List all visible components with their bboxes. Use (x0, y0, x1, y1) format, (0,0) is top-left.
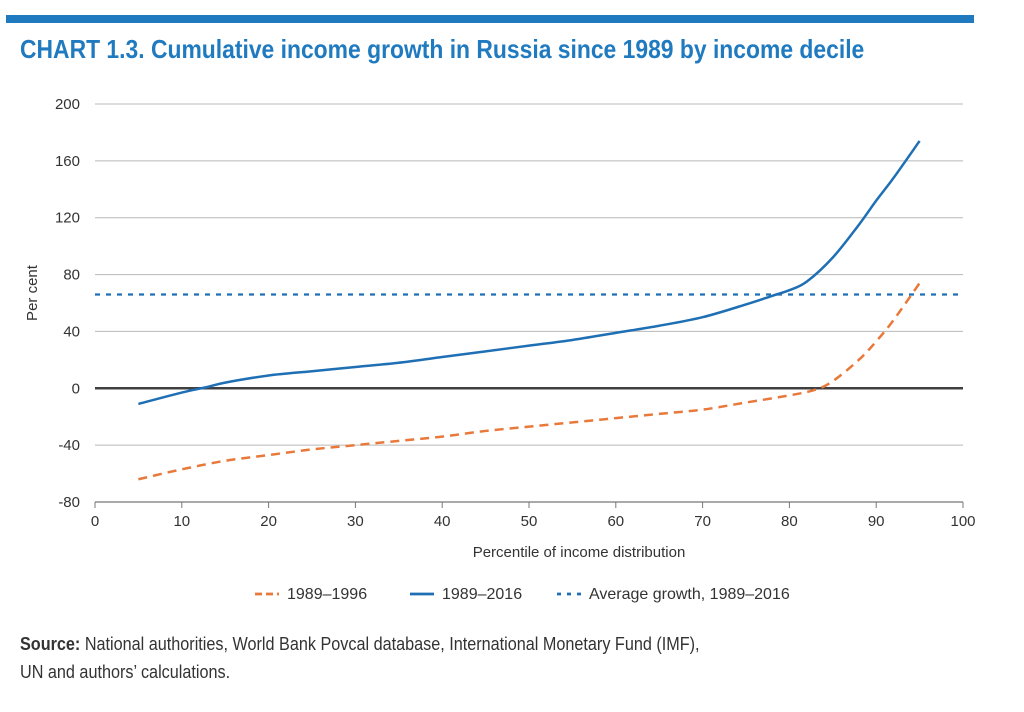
x-tick-label: 60 (607, 513, 624, 530)
x-tick-label: 10 (173, 513, 190, 530)
y-axis-title: Per cent (24, 264, 41, 321)
legend-label: 1989–1996 (287, 586, 367, 603)
y-tick-label: 0 (72, 380, 80, 397)
x-axis-title: Percentile of income distribution (473, 544, 686, 561)
y-tick-label: -80 (58, 494, 80, 511)
series-line-1989-2016 (138, 140, 921, 406)
x-tick-label: 40 (434, 513, 451, 530)
y-tick-label: 40 (63, 323, 80, 340)
x-tick-label: 0 (91, 513, 99, 530)
y-tick-label: 120 (55, 210, 80, 227)
legend-label: 1989–2016 (442, 586, 522, 603)
axes: 200 160 120 80 40 0 -40 -80 0 10 20 30 40 50 60 70 80 90 1… (55, 96, 976, 530)
source-label: Source: (20, 634, 81, 654)
source-line-1: National authorities, World Bank Povcal … (80, 634, 700, 654)
x-tick-label: 70 (694, 513, 711, 530)
source-line-2: UN and authors’ calculations. (20, 662, 231, 682)
series-line-1989-1996 (138, 282, 921, 481)
source-note: Source: National authorities, World Bank… (20, 630, 830, 686)
x-tick-label: 90 (868, 513, 885, 530)
y-tick-label: 80 (63, 267, 80, 284)
y-tick-label: 160 (55, 153, 80, 170)
x-tick-label: 30 (347, 513, 364, 530)
x-tick-label: 20 (260, 513, 277, 530)
gridlines (95, 103, 963, 446)
series-layer (95, 140, 963, 481)
legend-label: Average growth, 1989–2016 (589, 586, 790, 603)
top-rule (6, 15, 974, 23)
chart-title: CHART 1.3. Cumulative income growth in R… (20, 34, 865, 64)
x-tick-label: 80 (781, 513, 798, 530)
x-tick-label: 50 (521, 513, 538, 530)
x-tick-label: 100 (950, 513, 975, 530)
legend: 1989–1996 1989–2016 Average growth, 1989–2… (255, 586, 790, 603)
y-tick-label: -40 (58, 437, 80, 454)
y-tick-label: 200 (55, 96, 80, 113)
